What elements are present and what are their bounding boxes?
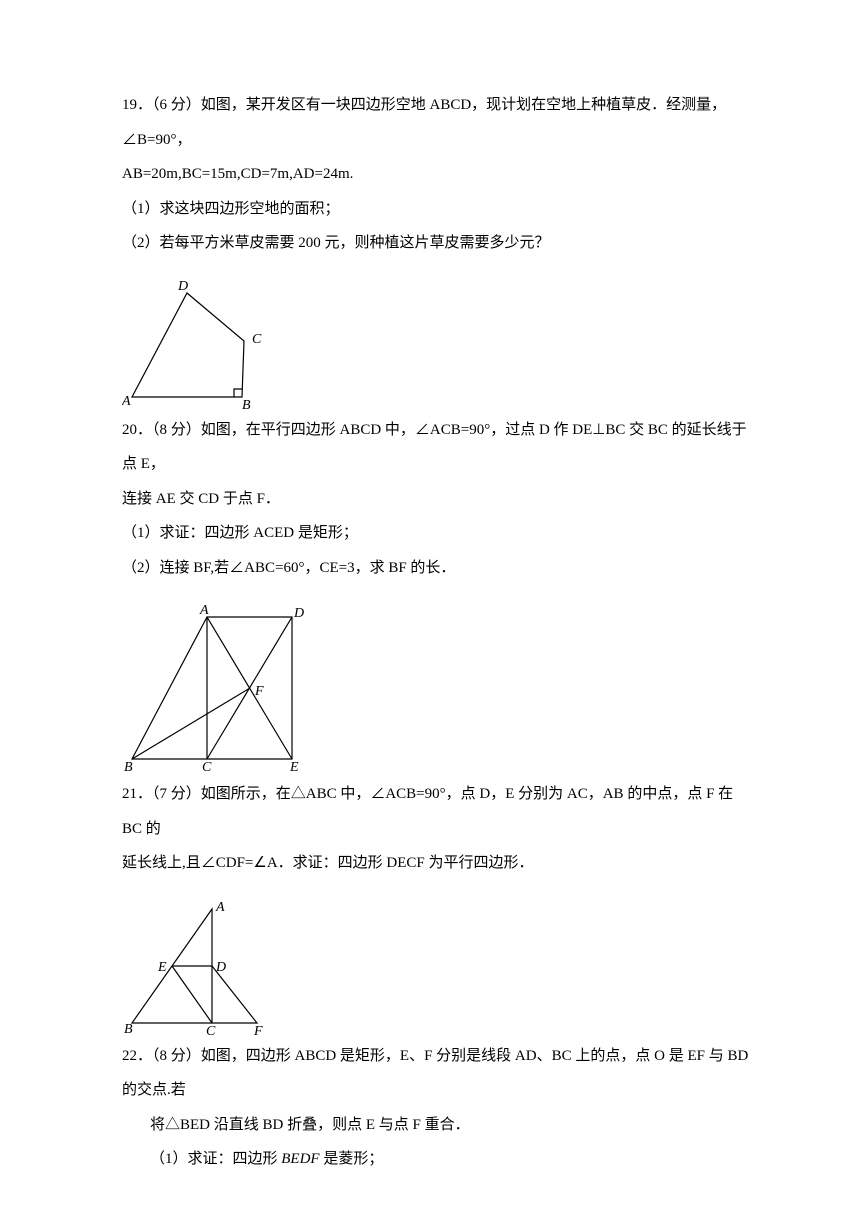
svg-text:A: A [199, 603, 209, 618]
q19-figure: A B C D [122, 279, 752, 411]
svg-text:C: C [252, 332, 262, 347]
q22-sub1-italic: BEDF [281, 1151, 319, 1167]
q22-sub1-suffix: 是菱形； [320, 1151, 384, 1167]
svg-text:A: A [215, 900, 225, 915]
question-20: 20．（8 分）如图，在平行四边形 ABCD 中，∠ACB=90°，过点 D 作… [122, 413, 752, 776]
svg-text:F: F [254, 684, 264, 699]
question-22: 22．（8 分）如图，四边形 ABCD 是矩形，E、F 分别是线段 AD、BC … [122, 1039, 752, 1177]
svg-text:E: E [289, 760, 299, 775]
svg-text:C: C [206, 1024, 216, 1037]
q21-figure: A B C F D E [122, 899, 752, 1037]
svg-text:D: D [293, 606, 304, 621]
q19-line2: AB=20m,BC=15m,CD=7m,AD=24m. [122, 157, 752, 192]
svg-text:B: B [124, 1022, 133, 1037]
q20-line2: 连接 AE 交 CD 于点 F． [122, 482, 752, 517]
q20-sub1: （1）求证：四边形 ACED 是矩形； [122, 516, 752, 551]
q20-svg: A D B C E F [122, 603, 312, 775]
question-21: 21．（7 分）如图所示，在△ABC 中，∠ACB=90°，点 D，E 分别为 … [122, 777, 752, 1037]
q22-sub1: （1）求证：四边形 BEDF 是菱形； [122, 1142, 752, 1177]
q20-figure: A D B C E F [122, 603, 752, 775]
question-19: 19．（6 分）如图，某开发区有一块四边形空地 ABCD，现计划在空地上种植草皮… [122, 88, 752, 411]
q19-svg: A B C D [122, 279, 268, 411]
q21-svg: A B C F D E [122, 899, 282, 1037]
q22-line2: 将△BED 沿直线 BD 折叠，则点 E 与点 F 重合． [122, 1108, 752, 1143]
svg-text:B: B [242, 398, 251, 411]
q20-sub2: （2）连接 BF,若∠ABC=60°，CE=3，求 BF 的长． [122, 551, 752, 586]
q20-line1: 20．（8 分）如图，在平行四边形 ABCD 中，∠ACB=90°，过点 D 作… [122, 413, 752, 482]
q21-line2: 延长线上,且∠CDF=∠A．求证：四边形 DECF 为平行四边形． [122, 846, 752, 881]
q21-line1: 21．（7 分）如图所示，在△ABC 中，∠ACB=90°，点 D，E 分别为 … [122, 777, 752, 846]
svg-text:F: F [253, 1024, 263, 1037]
svg-text:E: E [157, 960, 167, 975]
q22-sub1-prefix: （1）求证：四边形 [150, 1151, 281, 1167]
q22-line1: 22．（8 分）如图，四边形 ABCD 是矩形，E、F 分别是线段 AD、BC … [122, 1039, 752, 1108]
q19-sub1: （1）求这块四边形空地的面积； [122, 192, 752, 227]
svg-text:A: A [122, 394, 131, 409]
q19-line1: 19．（6 分）如图，某开发区有一块四边形空地 ABCD，现计划在空地上种植草皮… [122, 88, 752, 157]
svg-text:B: B [124, 760, 133, 775]
svg-text:D: D [215, 960, 226, 975]
q19-sub2: （2）若每平方米草皮需要 200 元，则种植这片草皮需要多少元？ [122, 226, 752, 261]
svg-text:D: D [177, 279, 188, 294]
svg-text:C: C [202, 760, 212, 775]
